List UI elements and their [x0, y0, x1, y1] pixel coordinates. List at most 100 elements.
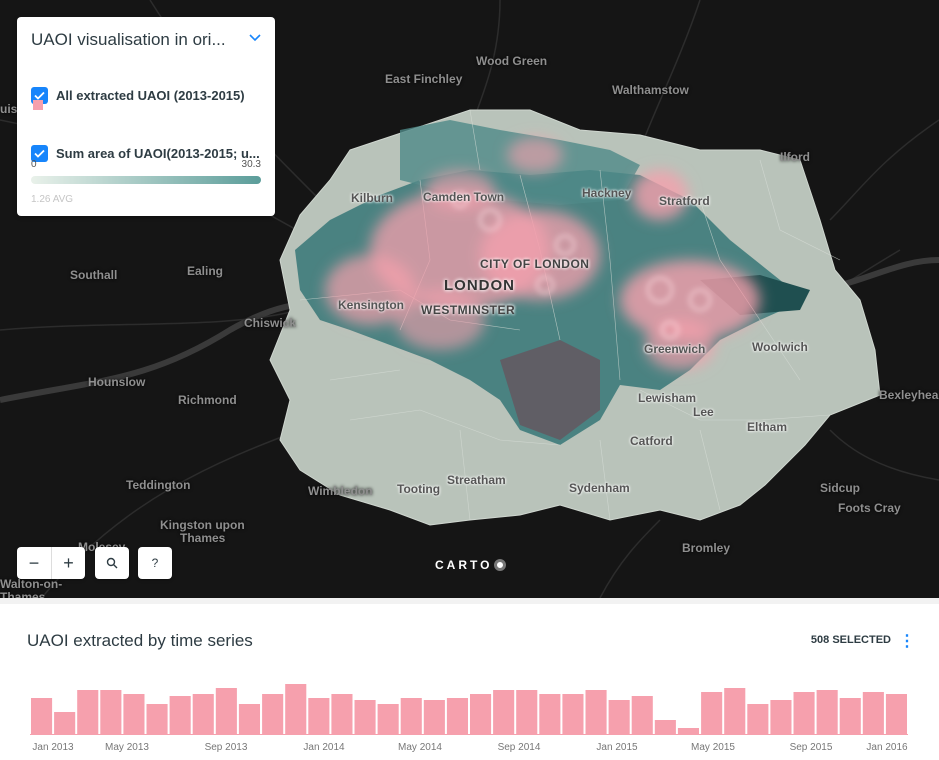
timeseries-bar[interactable]: [423, 700, 445, 734]
timeseries-bar[interactable]: [285, 684, 307, 734]
place-label: Camden Town: [423, 190, 505, 204]
timeseries-bar[interactable]: [308, 698, 330, 734]
timeseries-bar[interactable]: [770, 700, 792, 734]
timeseries-bar[interactable]: [585, 690, 607, 734]
place-label: Greenwich: [644, 342, 706, 356]
timeseries-bar[interactable]: [54, 712, 76, 734]
place-label: Ealing: [187, 264, 224, 278]
range-min: 0: [31, 159, 37, 170]
checkbox-checked-icon[interactable]: [31, 144, 48, 162]
place-label: Hackney: [582, 186, 632, 200]
timeseries-bar[interactable]: [262, 694, 284, 734]
timeseries-bar[interactable]: [885, 694, 907, 734]
place-label: Kingston upon: [160, 518, 245, 532]
timeseries-bar[interactable]: [100, 690, 122, 734]
timeseries-bar[interactable]: [677, 728, 699, 734]
timeseries-chart[interactable]: Jan 2013 May 2013 Sep 2013 Jan 2014 May 2014…: [0, 604, 939, 760]
search-button[interactable]: [95, 547, 129, 579]
place-label: Woolwich: [752, 340, 808, 354]
timeseries-bar[interactable]: [77, 690, 99, 734]
x-tick-label: May 2015: [691, 742, 735, 753]
place-label: Kilburn: [351, 191, 393, 205]
place-label: Walthamstow: [612, 83, 689, 97]
place-label: Teddington: [126, 478, 191, 492]
help-button[interactable]: ?: [138, 547, 172, 579]
layer-toggle-sum-area[interactable]: Sum area of UAOI(2013-2015; u...: [31, 143, 260, 163]
map-view[interactable]: Wood Green East Finchley Walthamstow Ilford…: [0, 0, 939, 598]
timeseries-bar[interactable]: [516, 690, 538, 734]
timeseries-bar[interactable]: [793, 692, 815, 734]
color-ramp: [31, 176, 261, 184]
timeseries-bar[interactable]: [631, 696, 653, 734]
place-label: Hounslow: [88, 375, 146, 389]
carto-logo-text: CARTO: [435, 558, 493, 572]
timeseries-bar[interactable]: [146, 704, 168, 734]
x-tick-label: Sep 2015: [790, 742, 833, 753]
timeseries-widget[interactable]: UAOI extracted by time series 508 SELECT…: [0, 604, 939, 760]
place-label: Bexleyhea: [879, 388, 939, 402]
x-tick-label: Jan 2014: [303, 742, 345, 753]
place-label: Kensington: [338, 298, 404, 312]
place-label: uis: [0, 102, 18, 116]
more-options-icon[interactable]: ⋮: [899, 633, 915, 650]
timeseries-bar[interactable]: [562, 694, 584, 734]
place-label: Wood Green: [476, 54, 548, 68]
legend-panel[interactable]: UAOI visualisation in ori... All extract…: [17, 17, 275, 216]
basemap: [0, 0, 939, 598]
checkbox-checked-icon[interactable]: [31, 86, 48, 104]
timeseries-bar[interactable]: [400, 698, 422, 734]
search-icon: [106, 557, 118, 569]
timeseries-bar[interactable]: [331, 694, 353, 734]
place-label: Stratford: [659, 194, 710, 208]
range-max: 30.3: [241, 159, 261, 170]
zoom-in-button[interactable]: +: [51, 547, 85, 579]
place-label: Lee: [693, 405, 714, 419]
timeseries-bar[interactable]: [192, 694, 214, 734]
timeseries-bar[interactable]: [747, 704, 769, 734]
place-label: Chiswick: [244, 316, 297, 330]
chevron-down-icon[interactable]: [249, 33, 261, 43]
zoom-controls: − +: [17, 547, 85, 579]
place-label: CITY OF LONDON: [480, 257, 590, 271]
timeseries-bar[interactable]: [377, 704, 399, 734]
place-label: Ilford: [780, 150, 810, 164]
place-label: Eltham: [747, 420, 788, 434]
point-color-swatch: [33, 100, 43, 110]
place-label: East Finchley: [385, 72, 463, 86]
timeseries-bar[interactable]: [816, 690, 838, 734]
timeseries-bar[interactable]: [608, 700, 630, 734]
timeseries-bar[interactable]: [123, 694, 145, 734]
timeseries-bar[interactable]: [839, 698, 861, 734]
place-label: Thames: [180, 531, 226, 545]
layer-toggle-extracted[interactable]: All extracted UAOI (2013-2015): [31, 85, 245, 105]
timeseries-bar[interactable]: [31, 698, 53, 734]
place-label: Catford: [630, 434, 673, 448]
place-label: Streatham: [447, 473, 506, 487]
timeseries-bar[interactable]: [493, 690, 515, 734]
timeseries-bar[interactable]: [354, 700, 376, 734]
timeseries-bar[interactable]: [169, 696, 191, 734]
avg-label: 1.26 AVG: [31, 194, 74, 205]
timeseries-bar[interactable]: [724, 688, 746, 734]
x-tick-label: May 2013: [105, 742, 149, 753]
legend-title: UAOI visualisation in ori...: [31, 30, 226, 49]
timeseries-title: UAOI extracted by time series: [27, 631, 253, 650]
x-tick-label: May 2014: [398, 742, 442, 753]
timeseries-bar[interactable]: [654, 720, 676, 734]
place-label: Tooting: [397, 482, 441, 496]
place-label: WESTMINSTER: [421, 303, 516, 317]
timeseries-bar[interactable]: [862, 692, 884, 734]
timeseries-bar[interactable]: [539, 694, 561, 734]
place-label: Sydenham: [569, 481, 630, 495]
timeseries-bar[interactable]: [470, 694, 492, 734]
timeseries-bar[interactable]: [701, 692, 723, 734]
place-label: Wimbledon: [308, 484, 373, 498]
zoom-out-button[interactable]: −: [28, 552, 40, 573]
place-label: Southall: [70, 268, 118, 282]
timeseries-bar[interactable]: [446, 698, 468, 734]
place-label: Lewisham: [638, 391, 697, 405]
selected-count: 508 SELECTED: [810, 634, 891, 646]
place-label: Sidcup: [820, 481, 861, 495]
timeseries-bar[interactable]: [215, 688, 237, 734]
timeseries-bar[interactable]: [238, 704, 260, 734]
